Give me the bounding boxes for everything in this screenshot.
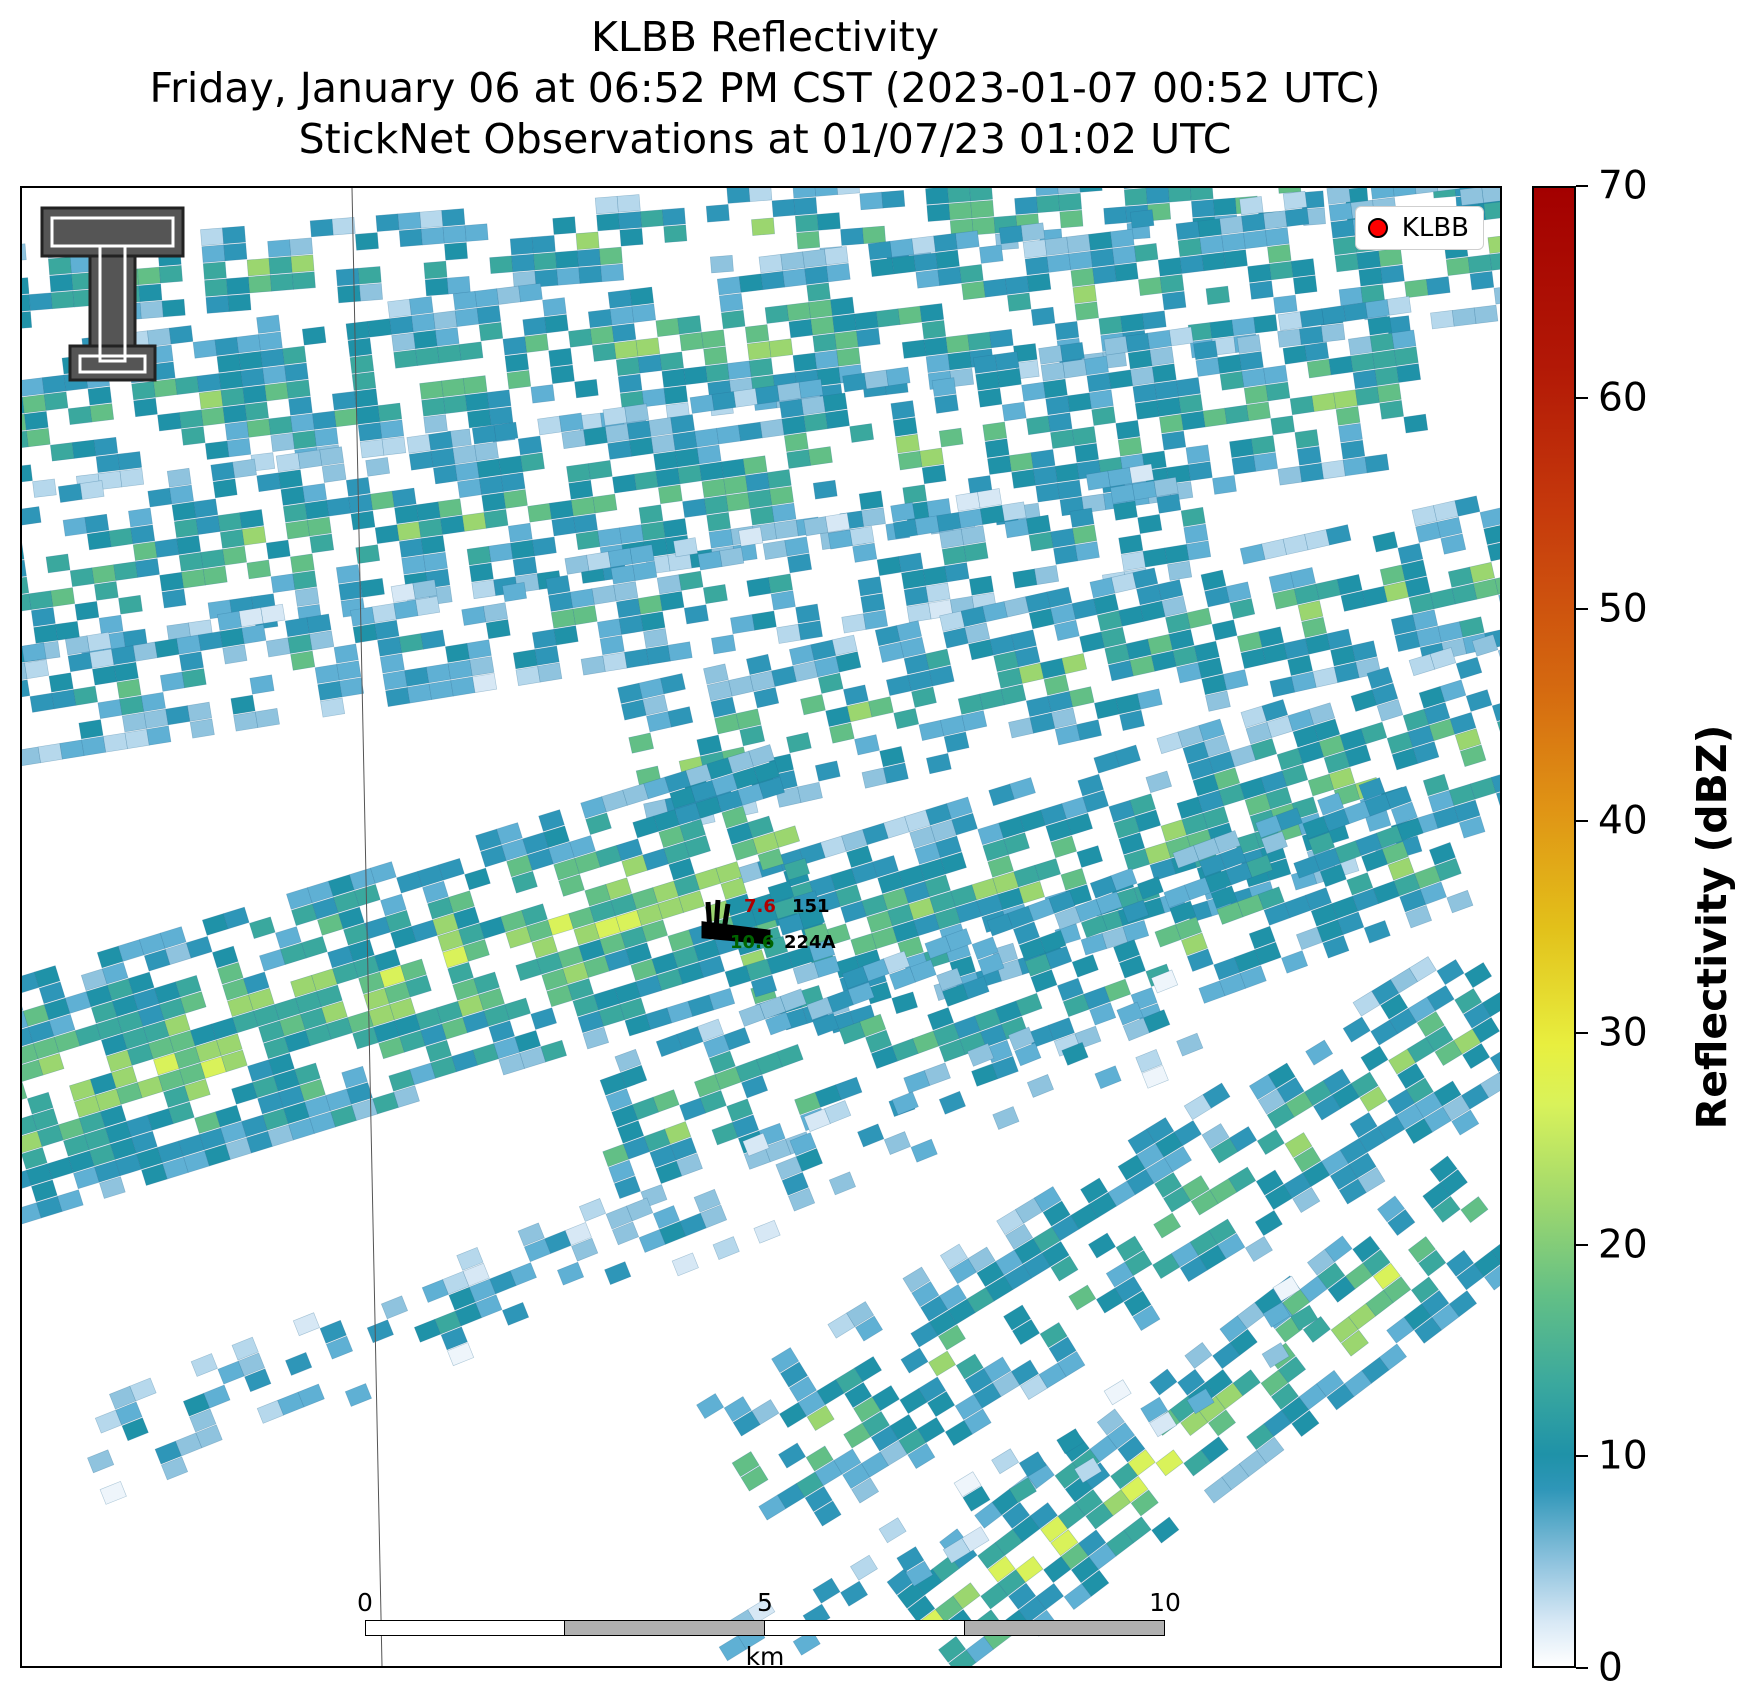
texas-tech-logo-icon xyxy=(40,206,185,382)
colorbar-title: Reflectivity (dBZ) xyxy=(1688,724,1736,1130)
colorbar-tick-label: 70 xyxy=(1598,163,1648,209)
scale-tick-5: 5 xyxy=(757,1588,773,1617)
colorbar-tick-mark xyxy=(1576,1667,1588,1669)
scale-segment xyxy=(764,1620,965,1636)
plot-title: KLBB Reflectivity xyxy=(591,13,939,61)
colorbar-tick-mark xyxy=(1576,820,1588,823)
colorbar-tick-mark xyxy=(1576,185,1588,187)
plot-subtitle-time: Friday, January 06 at 06:52 PM CST (2023… xyxy=(149,64,1381,112)
colorbar-tick-label: 50 xyxy=(1598,586,1648,632)
radar-site-marker-icon xyxy=(1367,218,1388,238)
map-legend: KLBB xyxy=(1354,206,1484,250)
station-151-temperature: 7.6 xyxy=(744,896,776,917)
colorbar-tick-mark xyxy=(1576,396,1588,399)
scale-tick-0: 0 xyxy=(357,1588,373,1617)
station-224a-id: 224A xyxy=(784,932,836,953)
colorbar-tick-label: 60 xyxy=(1598,375,1648,421)
plot-subtitle-observations: StickNet Observations at 01/07/23 01:02 … xyxy=(298,115,1232,163)
colorbar-tick-mark xyxy=(1576,1455,1588,1458)
station-224a-dewpoint: 10.6 xyxy=(730,932,775,953)
scale-segment xyxy=(564,1620,765,1636)
colorbar-tick-mark xyxy=(1576,1031,1588,1034)
title-block: KLBB Reflectivity Friday, January 06 at … xyxy=(0,12,1530,165)
scale-segment xyxy=(365,1620,565,1636)
county-boundary-line xyxy=(351,188,383,1666)
station-151-id: 151 xyxy=(792,896,830,917)
reflectivity-field xyxy=(22,188,1500,1666)
colorbar-tick-label: 10 xyxy=(1598,1433,1648,1479)
scale-segment xyxy=(964,1620,1165,1636)
radar-map[interactable]: KLBB 7.6 151 10.6 224A 0 5 10 km xyxy=(20,186,1502,1668)
colorbar-tick-label: 0 xyxy=(1598,1645,1623,1691)
colorbar-tick-label: 40 xyxy=(1598,798,1648,844)
colorbar-tick-label: 30 xyxy=(1598,1010,1648,1056)
legend-label: KLBB xyxy=(1401,213,1469,243)
colorbar-tick-mark xyxy=(1576,608,1588,611)
scale-unit: km xyxy=(745,1642,785,1668)
wind-barb-icon xyxy=(701,899,771,945)
colorbar xyxy=(1532,186,1576,1668)
colorbar-tick-label: 20 xyxy=(1598,1222,1648,1268)
scale-bar: 0 5 10 km xyxy=(357,1588,1181,1666)
scale-tick-10: 10 xyxy=(1149,1588,1181,1617)
colorbar-tick-mark xyxy=(1576,1243,1588,1246)
